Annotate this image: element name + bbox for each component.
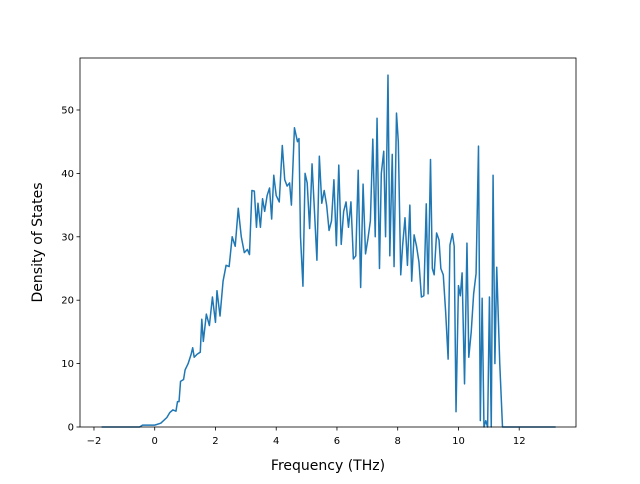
x-axis-label: Frequency (THz) — [271, 458, 385, 474]
plot-area — [80, 58, 576, 427]
x-tick-label: 10 — [452, 436, 465, 447]
y-tick-label: 30 — [61, 232, 74, 243]
y-tick-label: 40 — [61, 169, 74, 180]
x-tick-label: 2 — [212, 436, 218, 447]
y-tick-label: 20 — [61, 296, 74, 307]
y-tick-label: 10 — [61, 359, 74, 370]
y-tick-label: 50 — [61, 105, 74, 116]
x-tick-label: 12 — [513, 436, 526, 447]
y-tick-label: 0 — [68, 423, 74, 434]
x-tick-label: 0 — [152, 436, 158, 447]
axes-frame — [79, 57, 577, 428]
x-tick-label: 6 — [334, 436, 340, 447]
data-line — [101, 74, 556, 428]
x-tick-label: −2 — [87, 436, 102, 447]
y-axis-label: Density of States — [30, 183, 46, 303]
x-tick-label: 8 — [395, 436, 401, 447]
x-tick-label: 4 — [273, 436, 279, 447]
